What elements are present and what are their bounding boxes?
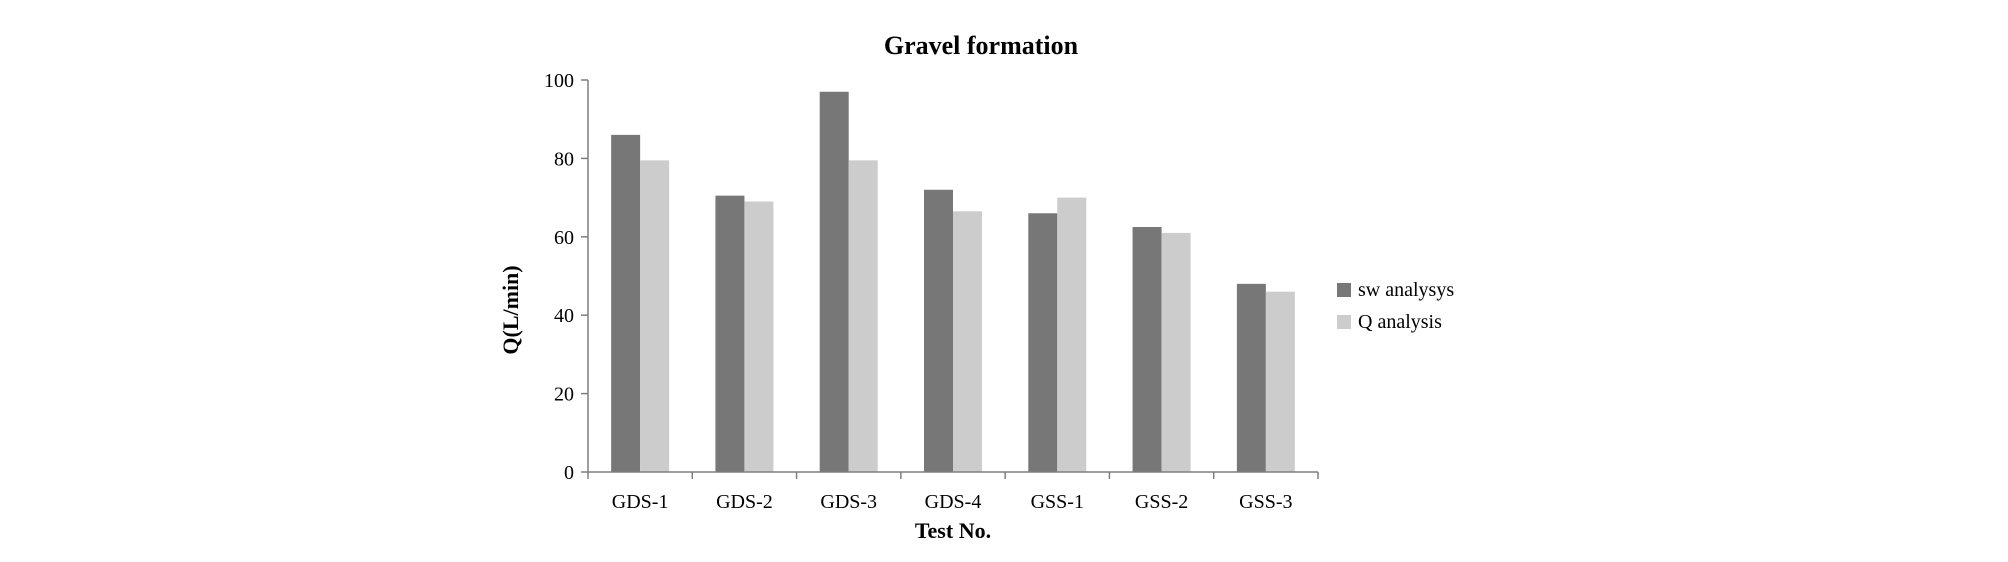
x-tick-label: GDS-1 (612, 491, 669, 513)
bar-gds-2-series-2 (744, 201, 774, 472)
y-tick-label: 0 (564, 462, 574, 484)
bar-gds-3-series-2 (848, 160, 878, 473)
bar-gss-2-series-2 (1161, 232, 1191, 472)
x-tick-label: GDS-3 (820, 491, 877, 513)
x-tick-label: GSS-1 (1031, 491, 1084, 513)
y-tick-label: 20 (554, 384, 574, 406)
legend-swatch-1 (1337, 283, 1351, 297)
legend-label-1: sw analysys (1358, 279, 1454, 301)
legend-label-2: Q analysis (1358, 311, 1442, 333)
bar-gds-2-series-1 (715, 195, 745, 472)
y-tick-label: 40 (554, 305, 574, 327)
y-tick-label: 80 (554, 148, 574, 170)
bar-gds-1-series-2 (640, 160, 670, 473)
x-axis-label: Test No. (915, 518, 991, 543)
legend: sw analysys Q analysis (1337, 279, 1454, 333)
bar-gds-3-series-1 (819, 91, 849, 472)
bar-gds-4-series-1 (924, 189, 953, 472)
y-tick-label: 60 (554, 227, 574, 249)
legend-swatch-2 (1337, 315, 1351, 329)
bar-gss-3-series-1 (1236, 283, 1266, 472)
x-tick-label: GDS-2 (716, 491, 773, 513)
y-tick-label: 100 (544, 70, 574, 92)
bar-gss-1-series-2 (1057, 197, 1087, 472)
bar-gds-1-series-1 (611, 134, 641, 472)
chart-title: Gravel formation (884, 31, 1079, 60)
bars-group (611, 91, 1295, 473)
bar-gss-3-series-2 (1265, 291, 1295, 472)
bar-gds-4-series-2 (953, 211, 982, 472)
axes-group: 0 20 40 60 80 100 GDS-1 GDS-2 GDS-3 GDS-4 GSS-1 GSS… (544, 70, 1319, 513)
x-tick-label: GSS-2 (1135, 491, 1188, 513)
y-axis-label: Q(L/min) (498, 265, 523, 354)
bar-gss-2-series-1 (1132, 227, 1162, 472)
x-tick-label: GDS-4 (925, 491, 982, 513)
x-tick-label: GSS-3 (1239, 491, 1292, 513)
bar-gss-1-series-1 (1028, 213, 1058, 472)
